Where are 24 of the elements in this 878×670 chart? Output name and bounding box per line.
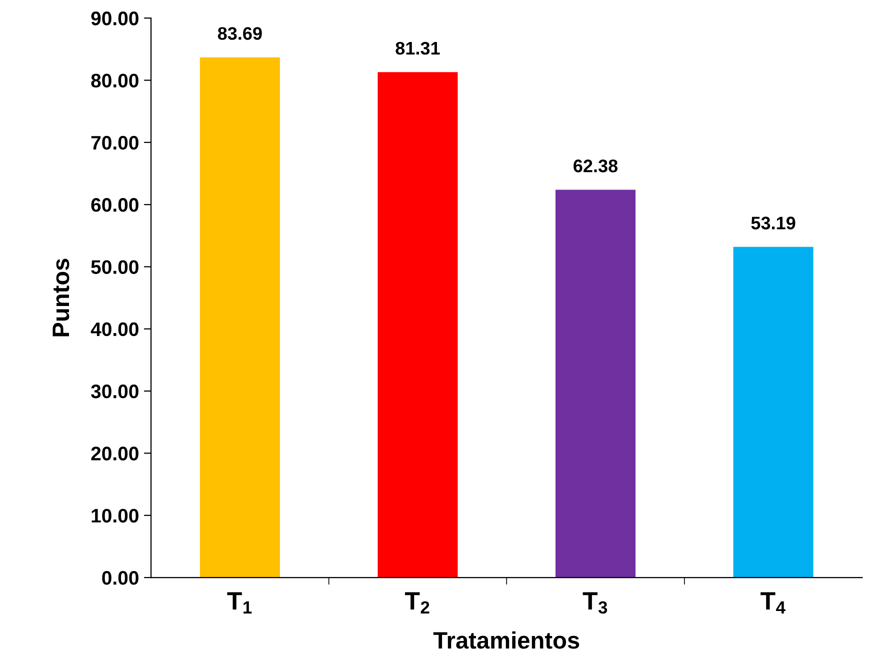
y-axis-title: Puntos [52,258,70,336]
x-tick-label: T$_{3}$ [582,592,608,614]
y-tick-label: 80.00 [91,74,138,88]
y-tick-label: 90.00 [91,12,138,26]
bar [378,72,458,578]
y-tick-label: 40.00 [90,322,138,336]
y-tick-label: 30.00 [91,384,138,398]
x-tick-label: T$_{4}$ [760,592,786,614]
bar [556,190,636,578]
bar [200,57,280,578]
y-tick-label: 0.00 [102,571,138,585]
data-label: 53.19 [751,216,796,230]
data-label: 62.38 [574,160,618,172]
x-tick-label: T$_{2}$ [404,592,430,614]
data-label: 81.31 [396,42,440,55]
bar [733,246,814,578]
y-tick-label: 10.00 [92,508,138,523]
y-tick-label: 70.00 [91,136,138,150]
x-tick-label: T$_{1}$ [227,592,252,614]
y-tick-label: 20.00 [91,446,138,460]
data-label: 83.69 [218,27,262,40]
x-axis-title: Tratamientos [433,631,580,649]
y-tick-label: 60.00 [91,198,138,212]
y-tick-label: 50.00 [91,260,138,274]
